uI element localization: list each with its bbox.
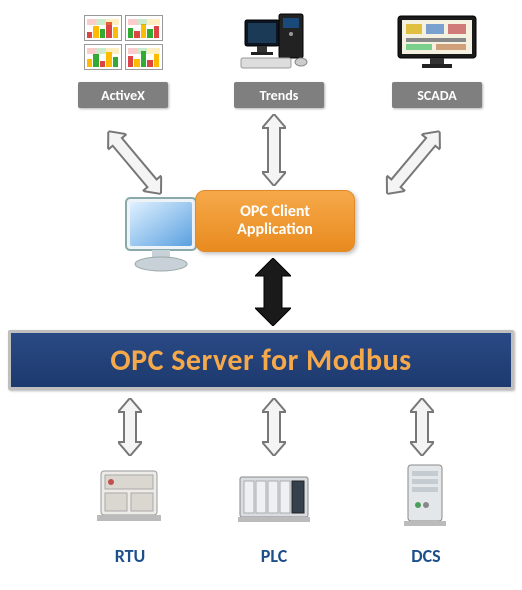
scada-icon xyxy=(392,12,482,72)
opc-client-line1: OPC Client xyxy=(237,203,313,221)
opc-server-label: OPC Server for Modbus xyxy=(110,342,411,379)
rtu-icon xyxy=(90,460,170,530)
diagram-canvas: ActiveX Trends SCADA xyxy=(0,0,522,590)
rtu-label: RTU xyxy=(90,545,170,567)
trends-label: Trends xyxy=(234,82,324,108)
activex-icon xyxy=(78,12,168,72)
arrow-client-server xyxy=(255,258,291,326)
arrow-client-to-scada xyxy=(378,123,449,201)
arrow-server-plc xyxy=(262,398,286,456)
arrow-server-dcs xyxy=(410,398,434,456)
plc-icon xyxy=(234,460,314,530)
dcs-icon xyxy=(386,460,466,530)
dcs-label: DCS xyxy=(386,545,466,567)
arrow-client-to-activex xyxy=(99,123,170,201)
opc-client-line2: Application xyxy=(237,221,313,239)
opc-client-box: OPC Client Application xyxy=(195,190,355,252)
plc-label: PLC xyxy=(234,545,314,567)
scada-label: SCADA xyxy=(392,82,482,108)
trends-icon xyxy=(234,12,324,72)
arrow-server-rtu xyxy=(118,398,142,456)
opc-server-bar: OPC Server for Modbus xyxy=(8,330,514,390)
activex-label: ActiveX xyxy=(78,82,168,108)
arrow-client-to-trends xyxy=(262,114,286,186)
